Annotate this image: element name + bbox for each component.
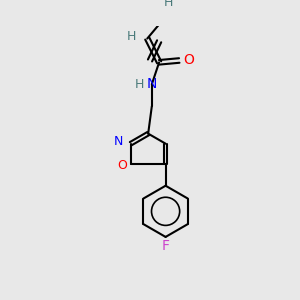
Text: F: F — [162, 239, 170, 253]
Text: O: O — [117, 159, 127, 172]
Text: O: O — [183, 53, 194, 68]
Text: H: H — [135, 78, 145, 91]
Text: N: N — [114, 135, 123, 148]
Text: H: H — [164, 0, 173, 9]
Text: N: N — [147, 77, 157, 91]
Text: H: H — [127, 30, 136, 43]
